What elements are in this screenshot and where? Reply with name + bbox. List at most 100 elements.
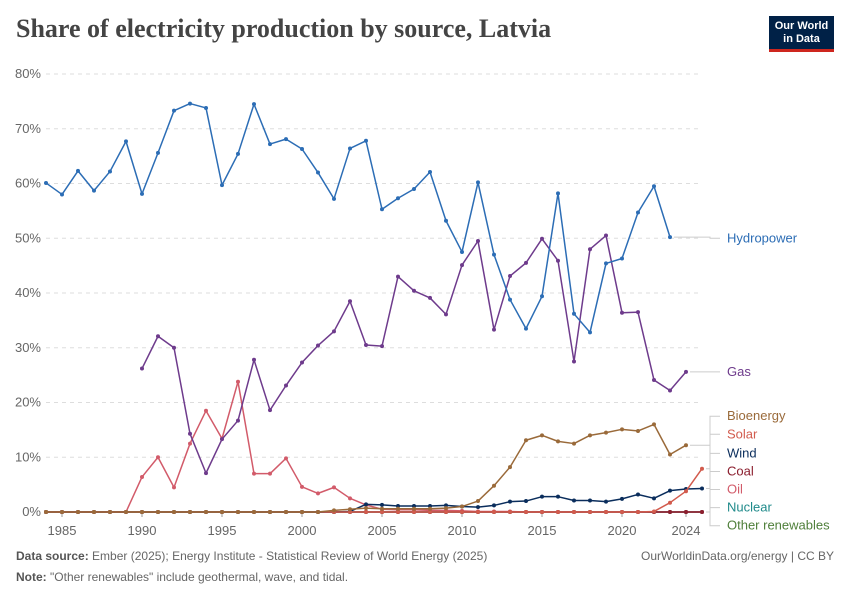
data-point: [348, 507, 352, 512]
data-point: [380, 506, 384, 511]
data-point: [572, 441, 576, 446]
data-point: [236, 418, 240, 423]
data-point: [220, 183, 224, 188]
series-gas: [140, 233, 688, 476]
data-point: [156, 150, 160, 155]
data-point: [140, 191, 144, 196]
note-label: Note:: [16, 570, 47, 584]
series-label: Oil: [727, 482, 743, 497]
data-point: [428, 295, 432, 300]
data-point: [620, 310, 624, 315]
series-label: Gas: [727, 364, 751, 379]
data-point: [204, 105, 208, 110]
data-point: [124, 139, 128, 144]
data-point: [332, 508, 336, 513]
source-text[interactable]: Ember (2025); Energy Institute - Statist…: [92, 549, 488, 563]
data-point: [428, 170, 432, 175]
data-point: [684, 489, 688, 494]
footer-url[interactable]: OurWorldinData.org/energy | CC BY: [641, 549, 834, 563]
y-tick-label: 20%: [15, 395, 41, 410]
data-point: [60, 510, 64, 514]
x-tick-label: 2020: [608, 523, 637, 538]
series-hydropower: [44, 101, 672, 335]
x-tick-label: 1995: [208, 523, 237, 538]
data-point: [268, 408, 272, 413]
data-point: [588, 510, 592, 514]
series-line: [46, 468, 703, 513]
data-point: [204, 408, 208, 413]
data-point: [76, 510, 80, 514]
data-point: [540, 510, 544, 514]
data-point: [188, 431, 192, 436]
y-tick-label: 10%: [15, 449, 41, 464]
label-connector: [706, 433, 720, 470]
data-point: [156, 455, 160, 460]
x-tick-label: 2015: [528, 523, 557, 538]
data-point: [156, 334, 160, 339]
data-point: [508, 274, 512, 279]
data-point: [412, 503, 416, 508]
data-point: [620, 427, 624, 432]
data-point: [92, 188, 96, 193]
data-point: [316, 170, 320, 175]
data-point: [252, 102, 256, 107]
data-point: [348, 510, 352, 514]
data-point: [396, 274, 400, 279]
series-label: Wind: [727, 445, 757, 460]
x-tick-label: 2005: [368, 523, 397, 538]
data-point: [220, 510, 224, 514]
data-point: [540, 236, 544, 241]
data-point: [588, 247, 592, 252]
data-point: [700, 486, 704, 491]
data-point: [300, 360, 304, 365]
data-point: [364, 506, 368, 511]
data-point: [556, 510, 560, 514]
label-connector: [706, 470, 720, 513]
data-point: [444, 503, 448, 508]
data-point: [492, 252, 496, 257]
data-point: [364, 510, 368, 514]
data-point: [604, 510, 608, 514]
data-point: [396, 510, 400, 514]
data-point: [380, 510, 384, 514]
data-point: [652, 378, 656, 383]
data-point: [556, 494, 560, 499]
data-point: [684, 510, 688, 514]
data-point: [620, 496, 624, 501]
data-point: [556, 191, 560, 196]
data-point: [508, 510, 512, 514]
data-point: [204, 510, 208, 514]
data-point: [588, 330, 592, 335]
series-label: Hydropower: [727, 230, 798, 245]
data-point: [380, 502, 384, 507]
data-point: [588, 433, 592, 438]
y-tick-label: 30%: [15, 340, 41, 355]
data-point: [556, 439, 560, 444]
logo-line-2: in Data: [783, 33, 820, 45]
data-point: [76, 168, 80, 173]
data-point: [476, 180, 480, 185]
data-point: [236, 151, 240, 156]
data-point: [140, 474, 144, 479]
data-point: [668, 488, 672, 493]
logo-line-1: Our World: [774, 20, 829, 32]
y-tick-label: 40%: [15, 285, 41, 300]
data-point: [476, 510, 480, 514]
data-point: [444, 510, 448, 514]
data-point: [140, 510, 144, 514]
data-point: [652, 422, 656, 427]
data-point: [348, 299, 352, 304]
owid-logo[interactable]: Our World in Data: [769, 16, 834, 52]
data-point: [332, 485, 336, 490]
data-point: [540, 494, 544, 499]
x-tick-label: 1990: [128, 523, 157, 538]
data-point: [172, 510, 176, 514]
data-point: [492, 327, 496, 332]
series-bioenergy: [44, 422, 688, 514]
data-point: [364, 502, 368, 507]
footnote: Note: "Other renewables" include geother…: [16, 570, 348, 584]
data-point: [508, 297, 512, 302]
data-point: [636, 210, 640, 215]
chart-title: Share of electricity production by sourc…: [16, 14, 552, 43]
data-point: [140, 366, 144, 371]
